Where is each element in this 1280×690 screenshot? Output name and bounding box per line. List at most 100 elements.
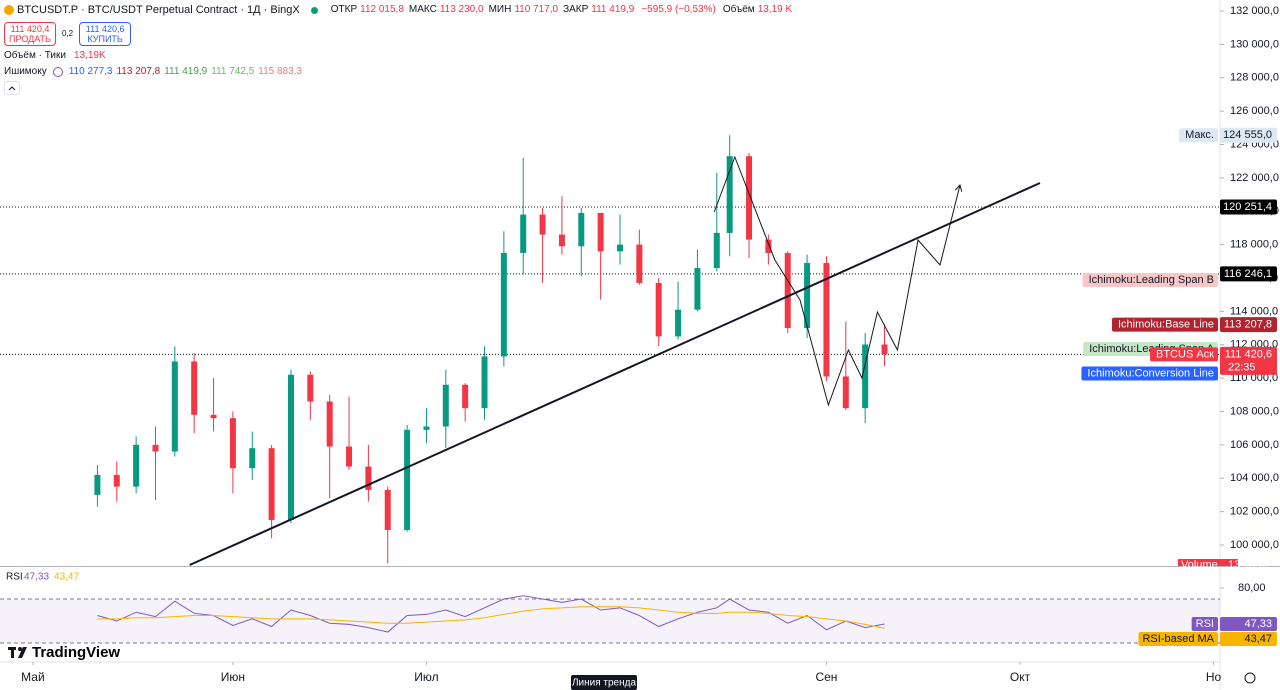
candle-body [862, 344, 869, 409]
y-tick-label: 128 000,0 [1230, 72, 1279, 84]
tag-value: 124 555,0 [1223, 129, 1272, 141]
volume-tag-bg [1178, 559, 1238, 566]
drawing [713, 155, 961, 407]
candle-body [558, 234, 565, 247]
y-tick-label: 106 000,0 [1230, 439, 1279, 451]
candle-body [346, 446, 353, 467]
candle-body [726, 156, 733, 233]
brand: TradingView [32, 644, 120, 661]
ichimoku-value: 113 207,8 [116, 66, 161, 77]
sell-label: ПРОДАТЬ [9, 34, 51, 44]
candle-body [462, 384, 469, 409]
tag-name: Макс. [1185, 129, 1214, 141]
legend: BTCUSDT.P · BTC/USDT Perpetual Contract … [4, 3, 792, 95]
tag-value-bg [1220, 266, 1277, 282]
price-pane [0, 135, 1220, 566]
tag-value-bg [1220, 199, 1277, 215]
y-tick-label: 110 000,0 [1230, 372, 1278, 384]
candle-body [578, 212, 585, 247]
rsi-line [97, 606, 885, 629]
candle-body [617, 244, 623, 252]
buy-button[interactable]: 111 420,6 КУПИТЬ [79, 22, 132, 46]
candle-body [384, 489, 391, 530]
y-tick-label: 102 000,0 [1230, 506, 1279, 518]
tradingview-logo [8, 647, 27, 658]
rsi-tag-value-bg [1220, 616, 1277, 631]
candle-body [191, 361, 198, 415]
candle-body [287, 374, 294, 520]
change: −595,9 (−0,53%) [641, 4, 716, 15]
chevron [8, 86, 16, 91]
candle-body [171, 361, 178, 452]
drawing-label-bg [571, 675, 637, 690]
symbol-icon [4, 5, 14, 15]
stat-label: МИН [488, 4, 512, 15]
tag-value-bg [1220, 127, 1277, 143]
tag-name: BTCUS Аск [1156, 348, 1214, 360]
volume-indicator-value: 13,19K [73, 50, 106, 61]
rsi-tag-value-bg [1220, 631, 1277, 646]
volume-indicator-name: Объём · Тики [4, 50, 66, 61]
drawing-label: Линия тренда [572, 678, 637, 689]
candle-body [500, 252, 507, 357]
candle-body [133, 444, 140, 487]
candle-body [481, 356, 488, 409]
stat-value: 112 015,8 [360, 4, 404, 15]
ichimoku-value: 110 277,3 [68, 66, 113, 77]
candle-body [229, 418, 236, 469]
x-tick-label: Июн [221, 670, 245, 684]
rsi-tag-name-bg [1138, 631, 1218, 646]
candle-body [442, 384, 449, 427]
rsi-legend-value: 47,33 [24, 572, 49, 583]
rsi-tick-label: 80,00 [1238, 582, 1266, 594]
tag-value: 111 420,6 [1225, 348, 1272, 360]
candle-body [675, 309, 682, 337]
settings-icon[interactable] [1244, 672, 1256, 684]
collapse-button[interactable] [4, 81, 20, 95]
rsi-tag-name: RSI-based MA [1142, 633, 1214, 645]
tag-name-bg [1150, 347, 1218, 362]
stat-value: 110 717,0 [514, 4, 559, 15]
volume-row: Объём · Тики 13,19K [4, 49, 792, 63]
y-tick-label: 108 000,0 [1230, 405, 1279, 417]
tag-name: Ichimoku:Leading Span B [1089, 274, 1214, 286]
rsi-tag-name: RSI [1196, 618, 1214, 630]
ichimoku-value: 111 419,9 [164, 66, 208, 77]
x-tick-label: Сен [815, 670, 837, 684]
volume-tag-value: 13,19 K [1228, 559, 1267, 571]
stat-value: 113 230,0 [439, 4, 484, 15]
y-tick-label: 114 000,0 [1230, 305, 1278, 317]
candle-body [784, 252, 791, 329]
tag-name: Ichimoku:Conversion Line [1087, 367, 1214, 379]
eye-icon[interactable] [52, 67, 63, 77]
rsi-title: RSI [6, 572, 23, 583]
ichimoku-value: 115 883,3 [258, 66, 303, 77]
candle-body [765, 239, 772, 253]
stat-label: ЗАКР [563, 4, 589, 15]
x-tick-label: Май [21, 670, 45, 684]
rsi-line [97, 595, 885, 633]
candle-body [365, 466, 372, 490]
tag-value-bg [1220, 317, 1277, 333]
ichimoku-row: Ишимоку 110 277,3 113 207,8 111 419,9 111 7… [4, 65, 792, 79]
volume-value: 13,19 K [757, 4, 793, 15]
stat-label: ОТКР [330, 4, 358, 15]
candle-body [713, 232, 720, 268]
tag-value: 113 207,8 [1224, 318, 1272, 330]
sell-button[interactable]: 111 420,4 ПРОДАТЬ [4, 22, 56, 46]
candle-body [404, 429, 411, 530]
candle-body [804, 262, 811, 329]
x-tick-label: Июл [414, 670, 438, 684]
candle-body [539, 214, 546, 235]
candle-body [881, 344, 888, 355]
drawing [189, 182, 1041, 566]
tag-name-bg [1179, 128, 1218, 143]
rsi-band [0, 599, 1220, 644]
candle-body [694, 267, 701, 310]
tag-value: 116 246,1 [1224, 268, 1272, 280]
y-tick-label: 122 000,0 [1230, 172, 1279, 184]
candle-body [746, 156, 753, 240]
volume-label: Объём [722, 4, 755, 15]
candle-body [268, 448, 275, 520]
